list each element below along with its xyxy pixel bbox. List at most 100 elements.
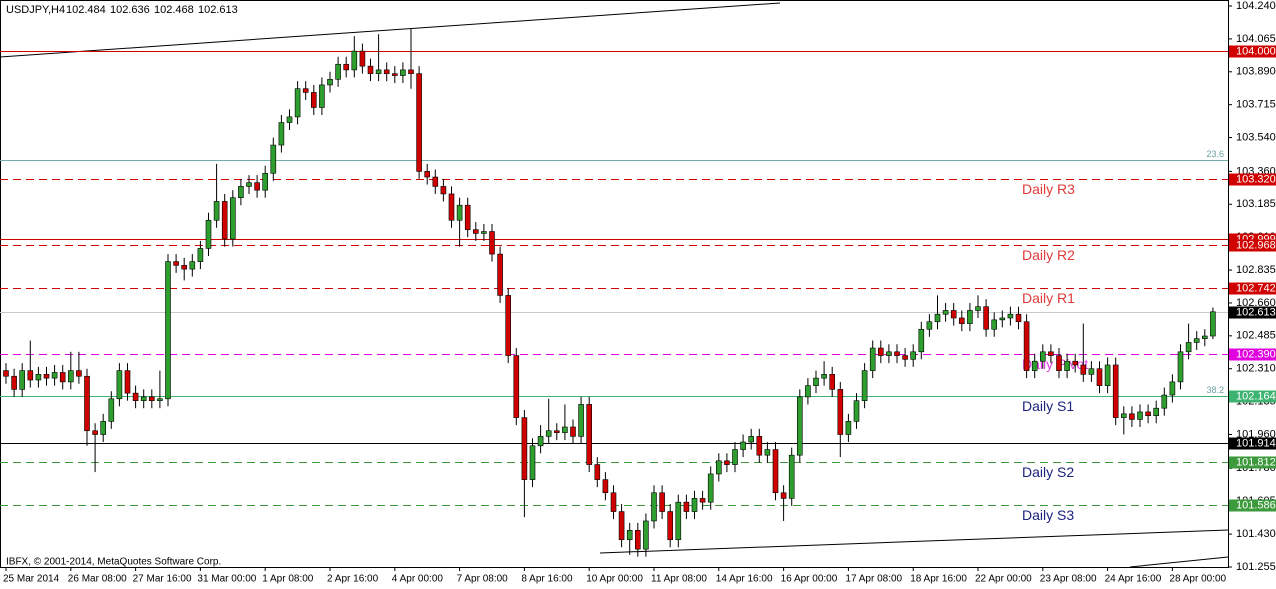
- candle-body: [886, 351, 892, 356]
- candle-body: [76, 370, 82, 377]
- candle-body: [764, 449, 771, 456]
- candle-body: [375, 69, 382, 74]
- candle-body: [772, 449, 779, 494]
- trend-line: [599, 529, 1229, 554]
- candle-body: [132, 392, 139, 401]
- x-tick-label: 18 Apr 16:00: [910, 574, 967, 585]
- candle-body: [894, 351, 900, 356]
- candle-body: [1104, 364, 1111, 386]
- candle-body: [707, 473, 714, 503]
- y-tick-label: 103.890: [1236, 66, 1276, 78]
- candle-body: [68, 370, 74, 383]
- candle-body: [975, 306, 981, 311]
- candle-body: [319, 84, 325, 108]
- candle-body: [408, 69, 414, 74]
- candle-body: [529, 445, 536, 480]
- x-tick-label: 8 Apr 16:00: [521, 574, 573, 585]
- candle-body: [983, 306, 989, 330]
- y-tick-label: 101.255: [1236, 561, 1276, 573]
- candle-body: [1161, 394, 1168, 409]
- candle-body: [440, 186, 447, 195]
- x-tick-label: 11 Apr 08:00: [651, 574, 707, 585]
- candle-body: [359, 50, 366, 67]
- level-label-box: [1229, 348, 1276, 361]
- candle-body: [967, 310, 973, 324]
- candle-body: [416, 73, 422, 172]
- candle-body: [383, 69, 390, 74]
- candle-body: [1145, 411, 1151, 417]
- candle-body: [302, 88, 309, 93]
- candle-body: [748, 436, 755, 443]
- candle-body: [837, 389, 844, 435]
- x-tick-label: 1 Apr 08:00: [262, 574, 314, 585]
- level-label-box: [1229, 282, 1276, 295]
- candle-body: [732, 449, 738, 465]
- x-tick-label: 28 Apr 00:00: [1169, 574, 1226, 585]
- level-name: Daily Pivot: [1022, 356, 1088, 372]
- candle-body: [934, 313, 941, 323]
- candle-body: [845, 421, 852, 435]
- candle-body: [918, 328, 925, 353]
- candle-body: [926, 321, 933, 330]
- candle-body: [1169, 381, 1176, 396]
- level-label: 101.914: [1236, 437, 1276, 449]
- x-tick-label: 4 Apr 00:00: [392, 574, 444, 585]
- level-label: 103.320: [1236, 173, 1276, 185]
- candle-body: [1015, 313, 1022, 323]
- level-label: 102.742: [1236, 282, 1276, 294]
- fib-label: 38.2: [1206, 385, 1224, 395]
- candle-body: [1202, 335, 1208, 339]
- candle-body: [481, 231, 487, 234]
- candle-body: [659, 492, 665, 512]
- candle-body: [829, 374, 836, 390]
- level-label: 104.000: [1236, 45, 1276, 57]
- candle-body: [1040, 351, 1046, 362]
- candle-body: [618, 511, 625, 541]
- candle-body: [246, 182, 252, 187]
- candles: [3, 28, 1216, 557]
- level-label-box: [1229, 173, 1276, 186]
- level-label: 102.968: [1236, 239, 1276, 251]
- candle-body: [562, 426, 568, 433]
- candle-body: [262, 172, 269, 191]
- candle-body: [1129, 413, 1135, 420]
- y-tick-label: 102.835: [1236, 264, 1276, 276]
- fib-label: 23.6: [1206, 149, 1224, 159]
- level-name: Daily R2: [1022, 247, 1075, 263]
- candle-body: [1112, 364, 1119, 418]
- y-tick-label: 101.430: [1236, 528, 1276, 540]
- candle-body: [1137, 411, 1143, 420]
- trend-line: [1129, 556, 1229, 568]
- candle-body: [1048, 351, 1054, 356]
- candle-body: [173, 261, 179, 266]
- candle-body: [1023, 321, 1030, 371]
- candle-body: [602, 479, 609, 494]
- candle-body: [699, 498, 706, 503]
- level-label-box: [1229, 306, 1276, 319]
- candle-body: [505, 295, 512, 356]
- x-tick-label: 26 Mar 08:00: [68, 574, 127, 585]
- y-tick-label: 103.715: [1236, 99, 1276, 111]
- level-label: 102.613: [1236, 306, 1276, 318]
- candle-body: [254, 182, 260, 191]
- y-tick-label: 101.960: [1236, 428, 1276, 440]
- candle-body: [205, 219, 212, 249]
- y-tick-label: 103.540: [1236, 131, 1276, 143]
- candle-body: [1210, 311, 1216, 337]
- y-tick-label: 102.485: [1236, 330, 1276, 342]
- ohlc-close: 102.613: [198, 4, 238, 16]
- y-tick-label: 102.310: [1236, 363, 1276, 375]
- candle-body: [586, 404, 593, 465]
- candle-body: [335, 63, 341, 80]
- candle-body: [537, 436, 544, 447]
- candle-body: [1056, 355, 1062, 371]
- candle-body: [724, 460, 730, 465]
- candle-body: [869, 347, 876, 371]
- candle-body: [594, 464, 601, 480]
- candle-body: [545, 430, 552, 437]
- candle-body: [999, 317, 1006, 321]
- candle-body: [1193, 338, 1200, 343]
- candle-body: [950, 310, 957, 319]
- candle-body: [189, 261, 196, 270]
